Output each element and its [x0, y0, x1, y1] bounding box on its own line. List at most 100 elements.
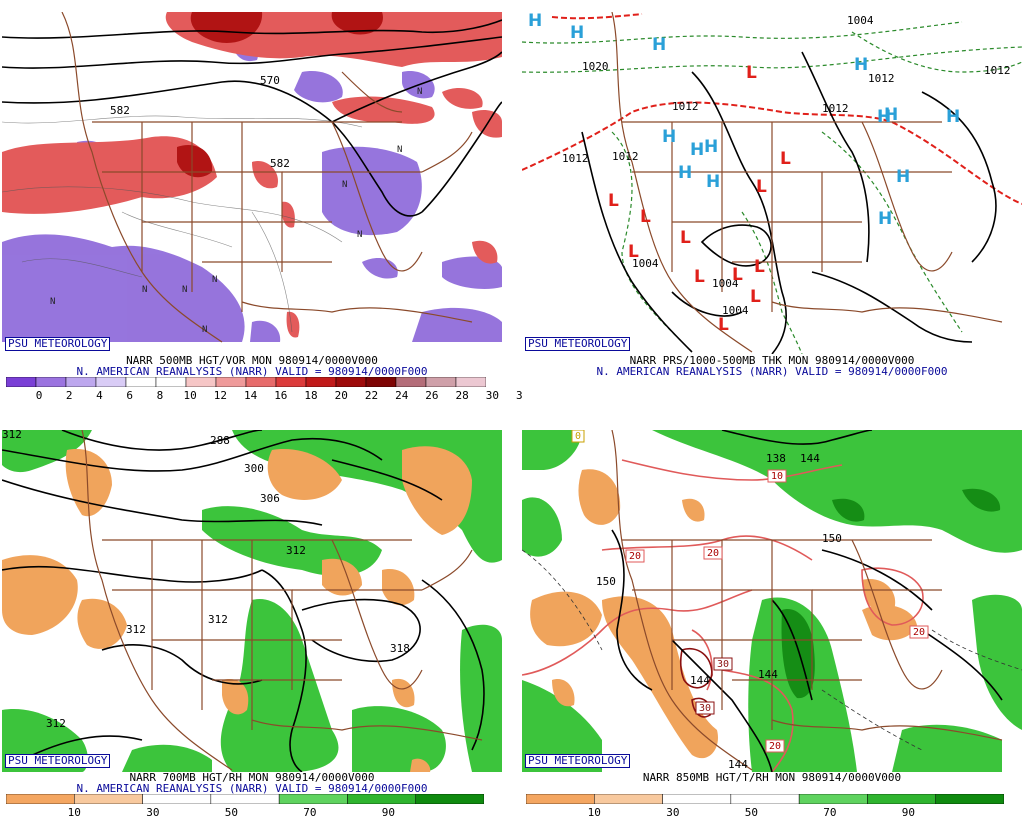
- colorbar-swatch: [415, 794, 484, 804]
- colorbar-swatch: [730, 794, 800, 804]
- svg-text:1020: 1020: [582, 60, 609, 73]
- svg-text:300: 300: [244, 462, 264, 475]
- psu-meteorology-tag: PSU METEOROLOGY: [525, 337, 631, 351]
- colorbar-tick-label: 30: [146, 806, 160, 819]
- colorbar-tick-label: 10: [587, 806, 601, 819]
- svg-text:1004: 1004: [722, 304, 749, 317]
- low-pressure-marker: L: [718, 315, 729, 335]
- t850-map: 150 144 144 144 138 144 150 0 10 20 20 2…: [522, 430, 1022, 772]
- panel-850mb-temperature: 150 144 144 144 138 144 150 0 10 20 20 2…: [522, 430, 1022, 830]
- panel-subtitle: N. AMERICAN REANALYSIS (NARR) VALID = 98…: [76, 365, 428, 378]
- svg-text:570: 570: [260, 74, 280, 87]
- colorbar-swatch: [74, 794, 143, 804]
- colorbar-swatch: [347, 794, 416, 804]
- svg-text:582: 582: [270, 157, 290, 170]
- colorbar-swatch: [245, 377, 277, 387]
- colorbar-tick-label: 28: [455, 389, 469, 402]
- colorbar-tick-label: 18: [304, 389, 318, 402]
- panel-title: NARR 850MB HGT/T/RH MON 980914/0000V000: [642, 771, 902, 784]
- rh-colorbar: [6, 794, 484, 804]
- svg-text:318: 318: [390, 642, 410, 655]
- colorbar-swatch: [35, 377, 67, 387]
- svg-text:20: 20: [707, 548, 719, 559]
- rh-colorbar-labels: 10 30 50 70 90: [522, 806, 1022, 819]
- svg-text:N: N: [417, 87, 422, 97]
- high-pressure-marker: H: [652, 35, 666, 55]
- colorbar-tick-label: 70: [303, 806, 317, 819]
- thickness-contours: [522, 21, 1022, 354]
- low-pressure-marker: L: [608, 191, 619, 211]
- low-pressure-marker: L: [750, 287, 761, 307]
- colorbar-swatch: [142, 794, 212, 804]
- vorticity-extrema-markers: N N N N N N N N N: [50, 87, 422, 335]
- colorbar-swatch: [6, 377, 37, 387]
- svg-text:144: 144: [758, 668, 778, 681]
- high-pressure-marker: H: [704, 137, 718, 157]
- colorbar-swatch: [155, 377, 187, 387]
- svg-text:30: 30: [699, 703, 711, 714]
- low-pressure-marker: L: [754, 257, 765, 277]
- freezing-thickness-line: [522, 101, 1022, 205]
- panel-700mb-rh: 312 288 300 306 312 312 312 318 312 PSU …: [2, 430, 502, 830]
- low-pressure-marker: L: [694, 267, 705, 287]
- high-pressure-marker: H: [570, 23, 584, 43]
- rh-colorbar-labels: 10 30 50 70 90: [2, 806, 502, 819]
- colorbar-tick-label: 6: [126, 389, 133, 402]
- vorticity-map: 582 570 582 N N N N N N N N N: [2, 12, 502, 354]
- svg-text:1004: 1004: [632, 257, 659, 270]
- colorbar-swatch: [125, 377, 157, 387]
- colorbar-swatch: [455, 377, 486, 387]
- colorbar-swatch: [95, 377, 127, 387]
- colorbar-swatch: [215, 377, 247, 387]
- colorbar-swatch: [425, 377, 457, 387]
- height-value-labels: 312 288 300 306 312 312 312 318 312: [2, 430, 410, 730]
- low-pressure-marker: L: [780, 149, 791, 169]
- colorbar-swatch: [65, 377, 97, 387]
- svg-text:0: 0: [575, 431, 581, 442]
- high-pressure-marker: H: [690, 140, 704, 160]
- svg-text:582: 582: [110, 104, 130, 117]
- colorbar-tick-label: 20: [334, 389, 348, 402]
- colorbar-swatch: [594, 794, 663, 804]
- high-pressure-marker: H: [896, 167, 910, 187]
- svg-text:20: 20: [629, 551, 641, 562]
- colorbar-swatch: [526, 794, 595, 804]
- colorbar-tick-label: 30: [485, 389, 499, 402]
- svg-text:1012: 1012: [562, 152, 589, 165]
- high-pressure-marker: H: [854, 55, 868, 75]
- rh700-map: 312 288 300 306 312 312 312 318 312: [2, 430, 502, 772]
- thickness-map: 1004 1012 1020 1012 1012 1004 1004 1004 …: [522, 12, 1022, 354]
- svg-text:N: N: [202, 325, 207, 335]
- svg-text:1012: 1012: [612, 150, 639, 163]
- svg-text:N: N: [342, 180, 347, 190]
- colorbar-tick-label: 90: [381, 806, 396, 819]
- colorbar-swatch: [210, 794, 280, 804]
- political-boundaries: [81, 430, 483, 771]
- vorticity-colorbar-labels: 0246810121416182022242628303234: [2, 389, 560, 402]
- svg-text:144: 144: [690, 674, 710, 687]
- colorbar-tick-label: 10: [67, 806, 81, 819]
- high-pressure-marker: H: [528, 12, 542, 31]
- colorbar-swatch: [335, 377, 367, 387]
- colorbar-swatch: [798, 794, 868, 804]
- svg-text:10: 10: [771, 471, 783, 482]
- psu-meteorology-tag: PSU METEOROLOGY: [525, 754, 631, 768]
- height-value-labels: 150 144 144 144 138 144 150: [596, 452, 842, 771]
- colorbar-swatch: [867, 794, 936, 804]
- colorbar-tick-label: 50: [224, 806, 238, 819]
- high-pressure-marker: H: [662, 127, 676, 147]
- svg-text:144: 144: [800, 452, 820, 465]
- high-pressure-marker: H: [706, 172, 720, 192]
- svg-text:1004: 1004: [847, 14, 874, 27]
- high-pressure-marker: H: [946, 107, 960, 127]
- political-boundaries: [611, 430, 1003, 771]
- high-pressure-marker: H: [878, 209, 892, 229]
- colorbar-tick-label: 10: [183, 389, 197, 402]
- colorbar-swatch: [278, 794, 348, 804]
- colorbar-swatch: [305, 377, 337, 387]
- svg-text:1012: 1012: [672, 100, 699, 113]
- colorbar-tick-label: 0: [35, 389, 43, 402]
- svg-text:N: N: [397, 145, 402, 155]
